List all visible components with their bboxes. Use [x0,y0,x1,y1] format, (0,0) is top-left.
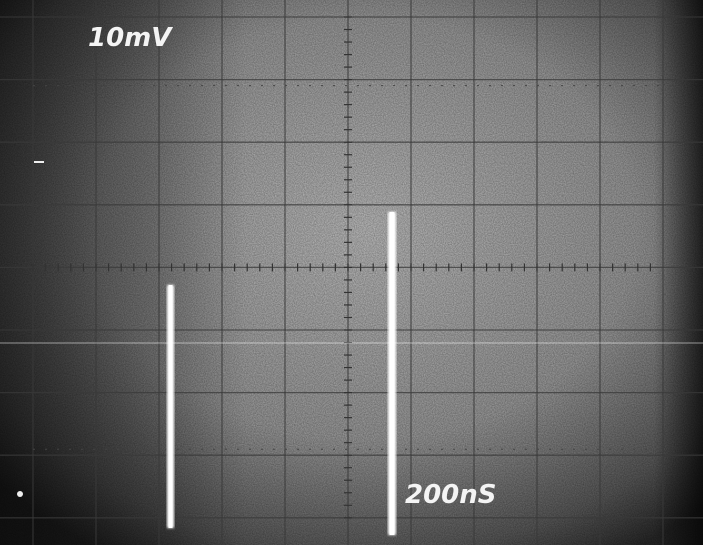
marker-dot [17,491,23,497]
trace-spike [168,285,173,528]
vertical-scale-label: 10mV [88,23,173,53]
trace-spike [389,212,395,535]
horizontal-scale-label: 200nS [405,480,497,510]
traces [0,161,703,535]
